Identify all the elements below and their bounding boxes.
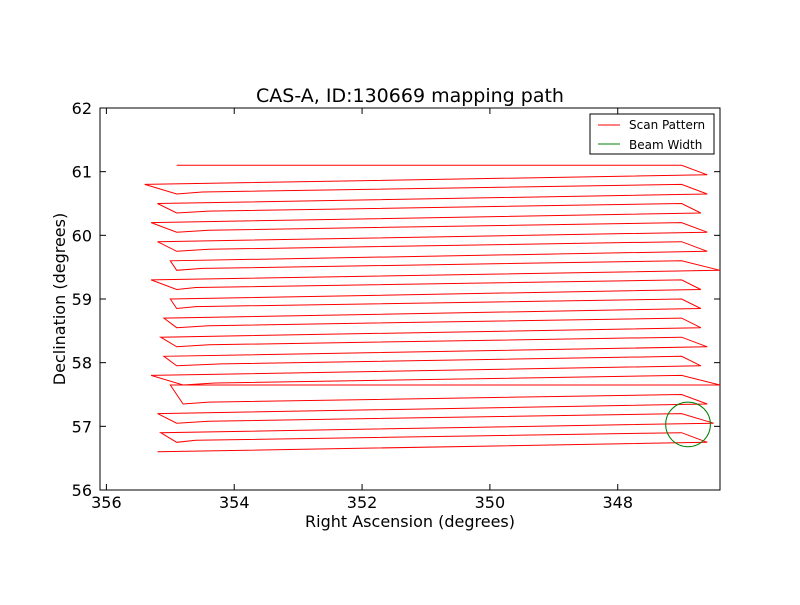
legend: Scan Pattern Beam Width (589, 113, 715, 155)
y-tick-label: 61 (72, 163, 92, 182)
x-tick-label: 354 (219, 493, 250, 512)
y-axis-label: Declination (degrees) (50, 213, 69, 385)
x-tick-label: 356 (91, 493, 122, 512)
x-tick-label: 348 (602, 493, 633, 512)
x-axis-label: Right Ascension (degrees) (305, 512, 515, 531)
series-layer (144, 164, 721, 453)
x-tick-label: 350 (475, 493, 506, 512)
legend-label-beam-width: Beam Width (629, 138, 702, 152)
y-tick-label: 59 (72, 290, 92, 309)
plot-area: 356 354 352 350 348 56 57 58 59 60 61 62 (72, 99, 721, 512)
y-tick-label: 56 (72, 481, 92, 500)
x-tick-label: 352 (347, 493, 378, 512)
series-line-scan-pattern (144, 164, 721, 453)
legend-label-scan-pattern: Scan Pattern (629, 118, 705, 132)
y-tick-label: 57 (72, 417, 92, 436)
ticks-layer: 356 354 352 350 348 56 57 58 59 60 61 62 (72, 99, 720, 512)
y-tick-label: 62 (72, 99, 92, 118)
legend-box (589, 113, 715, 155)
chart-title: CAS-A, ID:130669 mapping path (256, 85, 564, 107)
series-circle-beam-width (665, 401, 711, 448)
plot-frame (99, 107, 721, 491)
y-tick-label: 58 (72, 354, 92, 373)
y-tick-label: 60 (72, 226, 92, 245)
